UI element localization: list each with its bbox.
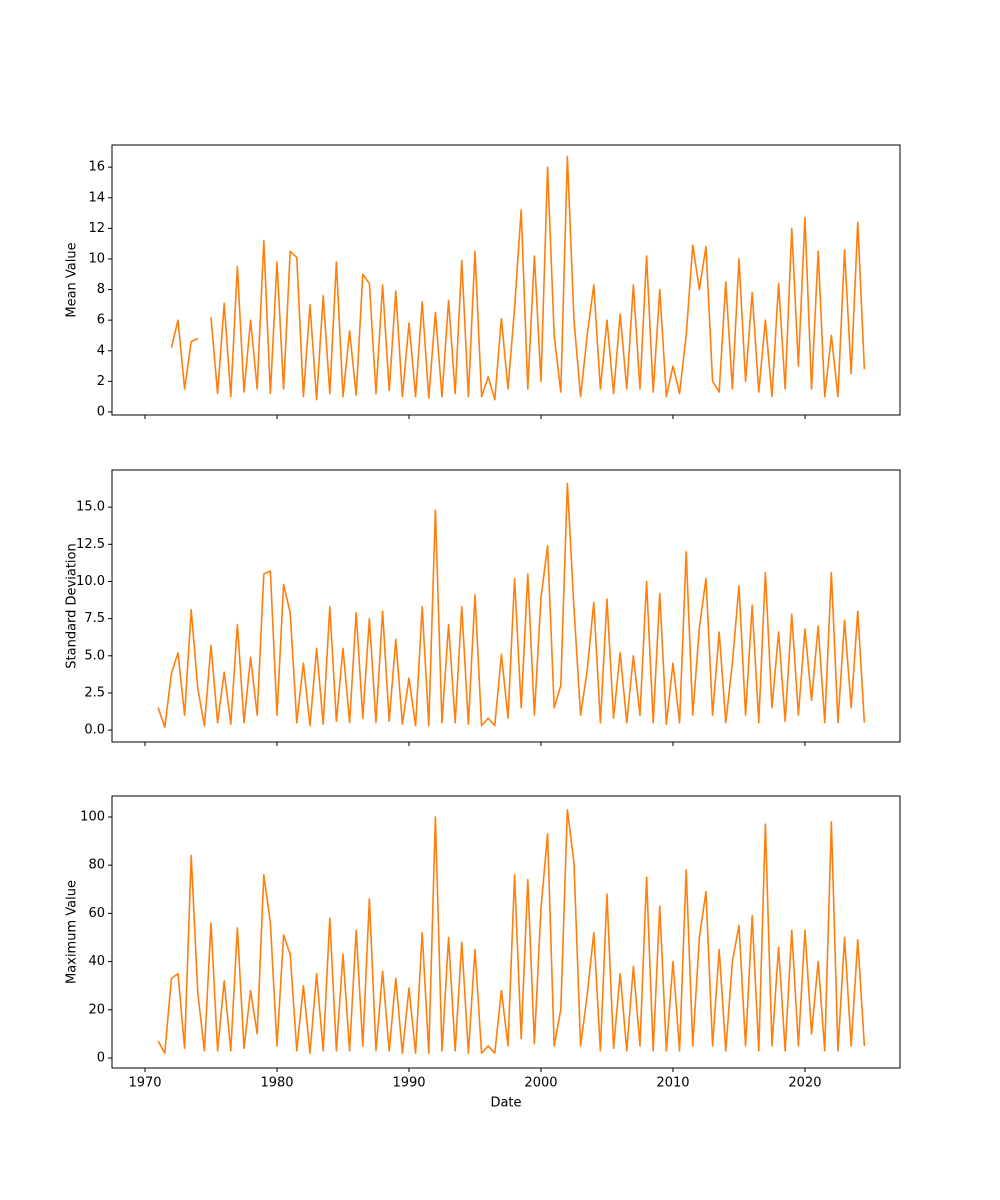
x-tick-label: 2000 <box>524 1076 557 1091</box>
y-tick-label: 4 <box>97 343 105 358</box>
y-tick-label: 6 <box>97 313 105 328</box>
axes-frame <box>111 144 901 416</box>
y-tick-label: 60 <box>88 906 105 921</box>
y-tick-label: 7.5 <box>84 611 105 626</box>
y-axis-label: Mean Value <box>65 242 80 317</box>
y-tick-label: 80 <box>88 858 105 873</box>
y-tick-label: 2 <box>97 374 105 389</box>
x-tick-label: 1980 <box>260 1076 293 1091</box>
y-tick-label: 16 <box>88 160 105 175</box>
y-tick-label: 12 <box>88 221 105 236</box>
y-tick-label: 40 <box>88 954 105 969</box>
x-tick-label: 2020 <box>788 1076 821 1091</box>
axes-frame <box>111 795 901 1069</box>
y-tick-label: 100 <box>80 809 105 824</box>
y-tick-label: 0 <box>97 404 105 419</box>
y-tick-label: 0.0 <box>84 723 105 738</box>
y-tick-label: 20 <box>88 1002 105 1017</box>
data-line <box>157 482 866 728</box>
axes-frame <box>111 469 901 743</box>
data-line <box>170 155 866 401</box>
y-axis-label: Standard Deviation <box>65 543 80 668</box>
y-tick-label: 10 <box>88 251 105 266</box>
y-tick-label: 5.0 <box>84 648 105 663</box>
y-tick-label: 10.0 <box>76 574 105 589</box>
y-tick-label: 2.5 <box>84 685 105 700</box>
data-line <box>157 808 866 1054</box>
x-tick-label: 1970 <box>128 1076 161 1091</box>
x-tick-label: 2010 <box>656 1076 689 1091</box>
y-axis-label: Maximum Value <box>65 880 80 984</box>
y-tick-label: 0 <box>97 1050 105 1065</box>
x-tick-label: 1990 <box>392 1076 425 1091</box>
y-tick-label: 15.0 <box>76 500 105 515</box>
x-axis-label: Date <box>490 1096 521 1111</box>
y-tick-label: 12.5 <box>76 537 105 552</box>
y-tick-label: 8 <box>97 282 105 297</box>
y-tick-label: 14 <box>88 190 105 205</box>
